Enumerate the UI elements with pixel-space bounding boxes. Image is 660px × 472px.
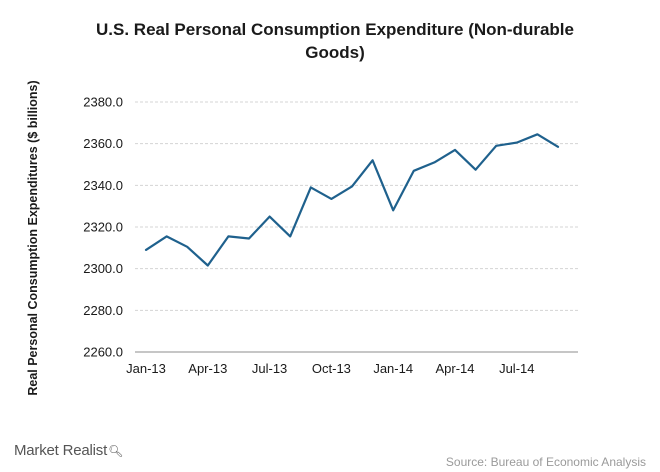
y-tick-label: 2280.0 — [83, 303, 123, 318]
x-tick-label: Jul-13 — [252, 361, 287, 376]
x-tick-label: Jan-14 — [373, 361, 413, 376]
x-tick-label: Jan-13 — [126, 361, 166, 376]
x-tick-label: Oct-13 — [312, 361, 351, 376]
source-note: Source: Bureau of Economic Analysis — [445, 455, 646, 469]
x-tick-label: Apr-14 — [435, 361, 474, 376]
x-tick-label: Jul-14 — [499, 361, 534, 376]
x-tick-label: Apr-13 — [188, 361, 227, 376]
chart-title: U.S. Real Personal Consumption Expenditu… — [96, 20, 574, 62]
y-tick-label: 2340.0 — [83, 178, 123, 193]
market-realist-logo: Market Realist🔍︎ — [14, 442, 123, 459]
y-tick-label: 2300.0 — [83, 261, 123, 276]
logo-text: Market Realist — [14, 442, 108, 459]
y-tick-label: 2320.0 — [83, 220, 123, 235]
y-tick-label: 2360.0 — [83, 136, 123, 151]
y-tick-label: 2380.0 — [83, 95, 123, 110]
magnifier-icon: 🔍︎ — [108, 444, 124, 458]
y-tick-label: 2260.0 — [83, 345, 123, 360]
series-line — [144, 133, 560, 267]
